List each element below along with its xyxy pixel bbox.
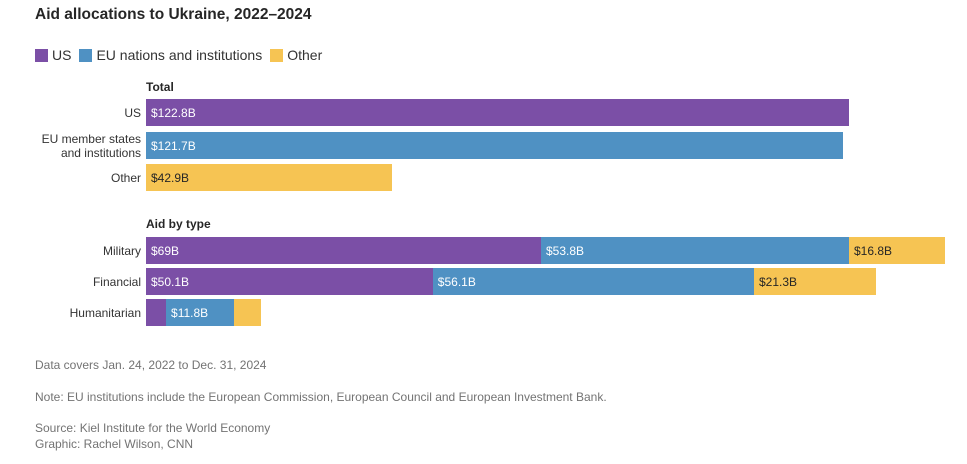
bar-total-us: $122.8B [146,99,849,126]
legend-item-us: US [35,47,71,63]
legend-label-eu: EU nations and institutions [96,47,263,63]
bar-seg-military-eu-nations-and-institutions: $53.8B [541,237,849,264]
footer-coverage: Data covers Jan. 24, 2022 to Dec. 31, 20… [35,358,267,372]
bar-seg-humanitarian-eu-nations-and-institutions: $11.8B [166,299,234,326]
chart-title: Aid allocations to Ukraine, 2022–2024 [35,6,312,23]
bar-seg-military-other: $16.8B [849,237,946,264]
section-title-total: Total [146,80,174,94]
legend-swatch-other [270,48,284,62]
bar-seg-humanitarian-other [233,299,262,326]
section-title-aid-by-type: Aid by type [146,217,211,231]
row-label-military: Military [103,243,141,258]
bar-seg-humanitarian-us [146,299,167,326]
row-label-financial: Financial [92,274,141,289]
legend-swatch-us [35,48,48,62]
bar-total-other: $42.9B [146,164,392,191]
legend-label-other: Other [287,47,323,63]
row-label-us: US [124,105,141,120]
legend-item-other: Other [270,47,322,63]
legend-label-us: US [52,47,72,63]
row-label-other: Other [110,170,141,185]
bar-seg-financial-us: $50.1B [146,268,433,295]
footer-note: Note: EU institutions include the Europe… [35,390,607,404]
footer-graphic: Graphic: Rachel Wilson, CNN [35,437,194,451]
legend-item-eu: EU nations and institutions [79,47,262,63]
legend-swatch-eu [79,48,93,62]
footer-source: Source: Kiel Institute for the World Eco… [35,421,271,435]
bar-seg-financial-other: $21.3B [753,268,876,295]
row-label-eu-member-states-and-institutions: EU member states and institutions [41,131,141,160]
bar-seg-military-us: $69B [146,237,541,264]
row-label-humanitarian: Humanitarian [69,305,141,320]
bar-total-eu-member-states-and-institutions: $121.7B [146,132,843,159]
legend: US EU nations and institutions Other [35,47,330,63]
bar-seg-financial-eu-nations-and-institutions: $56.1B [432,268,754,295]
